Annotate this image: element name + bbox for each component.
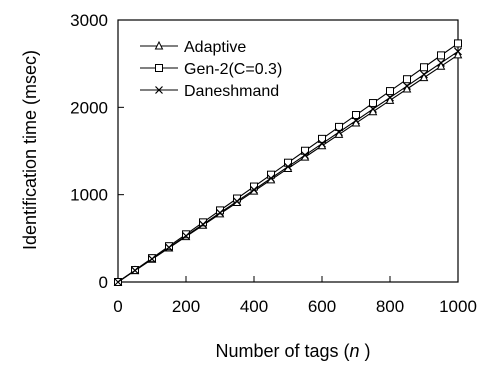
legend-label: Daneshmand (184, 83, 279, 100)
x-tick-label: 600 (308, 297, 336, 316)
x-tick-label: 200 (172, 297, 200, 316)
y-axis-title: Identification time (msec) (20, 50, 40, 250)
data-point (370, 100, 377, 107)
data-point (404, 76, 411, 83)
x-tick-label: 400 (240, 297, 268, 316)
x-axis-title-suffix: ) (360, 341, 371, 361)
x-axis-title-variable: n (350, 341, 360, 361)
legend-label: Adaptive (184, 39, 246, 56)
x-tick-label: 1000 (439, 297, 477, 316)
series-layer (115, 40, 462, 286)
y-tick-label: 3000 (70, 11, 108, 30)
y-tick-label: 1000 (70, 186, 108, 205)
legend: Adaptive Gen-2(C=0.3) Daneshmand (140, 39, 282, 100)
data-point (455, 40, 462, 47)
legend-label: Gen-2(C=0.3) (184, 61, 282, 78)
data-point (387, 88, 394, 95)
x-tick-label: 0 (113, 297, 122, 316)
legend-entry: Gen-2(C=0.3) (140, 61, 282, 78)
x-axis-title-text: Number of tags ( (215, 341, 349, 361)
y-tick-label: 2000 (70, 98, 108, 117)
legend-entry: Adaptive (140, 39, 246, 56)
y-tick-label: 0 (99, 273, 108, 292)
x-tick-label: 800 (376, 297, 404, 316)
legend-marker (156, 65, 163, 72)
legend-entry: Daneshmand (140, 83, 279, 100)
x-axis-title: Number of tags (n ) (215, 341, 370, 361)
data-point (438, 52, 445, 59)
series-x (115, 48, 462, 286)
data-point (421, 64, 428, 71)
